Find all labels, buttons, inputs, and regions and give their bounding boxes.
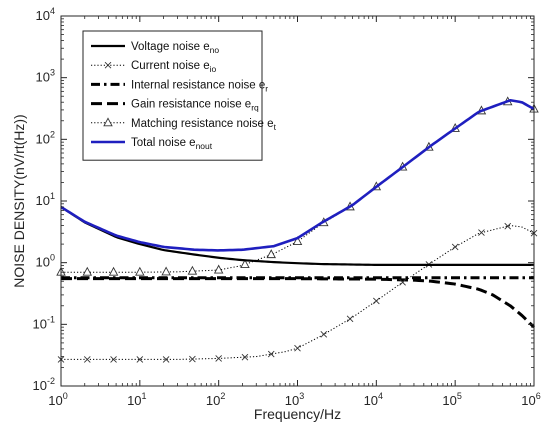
y-tick-label: 100 — [36, 253, 55, 270]
data-point — [373, 297, 380, 305]
data-point — [83, 356, 91, 363]
legend-marker — [103, 117, 113, 127]
data-point — [240, 259, 250, 268]
y-tick-label: 103 — [36, 68, 55, 85]
legend-entry: Total noise enout — [91, 137, 213, 151]
series — [60, 206, 534, 266]
x-tick-label: 100 — [48, 391, 67, 408]
data-point — [451, 243, 459, 251]
x-tick-label: 105 — [442, 391, 461, 408]
x-tick-label: 103 — [285, 391, 304, 408]
data-point — [478, 229, 485, 236]
data-point — [213, 264, 224, 274]
y-tick-label: 104 — [36, 6, 55, 23]
legend-entry: Gain resistance noise erq — [91, 99, 259, 113]
legend-label: Matching resistance noise et — [131, 118, 277, 132]
data-point — [241, 353, 249, 361]
x-tick-label: 102 — [206, 391, 225, 408]
legend-label: Internal resistance noise er — [131, 79, 268, 93]
data-point — [110, 356, 117, 363]
data-point — [346, 315, 354, 323]
legend-label: Voltage noise eno — [131, 41, 219, 55]
data-point — [161, 266, 171, 276]
data-point — [136, 356, 144, 363]
data-point — [162, 356, 170, 363]
series — [57, 222, 538, 363]
legend-entry: Current noise eio — [91, 60, 217, 74]
legend-entry: Voltage noise eno — [91, 41, 219, 55]
legend-entry: Internal resistance noise er — [91, 79, 268, 93]
series — [60, 98, 535, 252]
series — [61, 277, 536, 329]
y-tick-label: 102 — [36, 129, 55, 146]
data-point — [189, 355, 196, 363]
legend-entry: Matching resistance noise et — [91, 117, 277, 132]
data-point — [292, 236, 303, 246]
data-point — [294, 344, 301, 352]
x-axis-title: Frequency/Hz — [254, 406, 341, 422]
data-point — [187, 265, 198, 275]
data-point — [267, 350, 275, 358]
data-point — [504, 222, 512, 230]
y-tick-label: 101 — [36, 191, 55, 208]
legend: Voltage noise eno Current noise eio Intern… — [82, 30, 277, 161]
legend-label: Total noise enout — [131, 137, 213, 151]
y-tick-label: 10-1 — [33, 314, 55, 331]
data-point — [320, 331, 328, 338]
x-tick-label: 104 — [364, 391, 383, 408]
data-point — [108, 266, 119, 276]
series-layer — [56, 96, 539, 363]
legend-marker — [104, 61, 112, 69]
y-tick-label: 10-2 — [33, 376, 55, 393]
data-point — [266, 249, 276, 259]
x-tick-label: 101 — [127, 391, 146, 408]
series-line — [61, 277, 536, 329]
axes-layer: 100 101 102 103 104 105 106 10-2 10-1 100 101 102 10… — [33, 6, 541, 408]
legend-label: Gain resistance noise erq — [131, 99, 259, 113]
legend-box — [82, 30, 263, 161]
data-point — [399, 278, 406, 286]
data-point — [82, 266, 93, 276]
legend-label: Current noise eio — [131, 60, 217, 74]
x-tick-label: 106 — [521, 391, 540, 408]
series-line — [60, 98, 535, 252]
data-point — [135, 266, 145, 276]
y-axis-title: NOISE DENSITY(nV/rt(Hz)) — [11, 114, 27, 287]
data-point — [215, 355, 222, 362]
series-line — [60, 206, 534, 266]
